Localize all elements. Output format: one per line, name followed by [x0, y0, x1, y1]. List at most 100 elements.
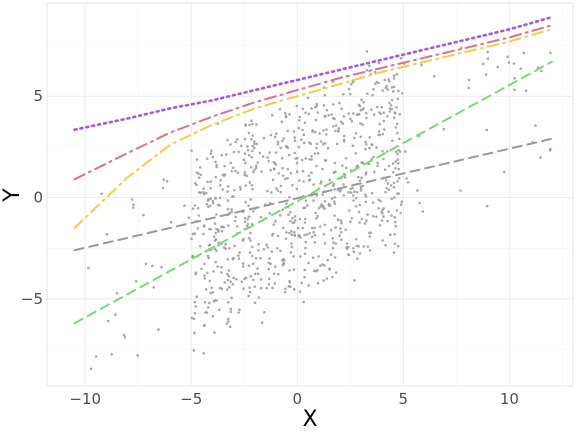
scatter-point	[327, 203, 331, 207]
scatter-point	[368, 64, 371, 68]
scatter-point	[288, 269, 291, 272]
scatter-point	[352, 199, 355, 202]
scatter-point	[251, 122, 254, 126]
scatter-point	[246, 217, 249, 221]
scatter-point	[396, 152, 399, 156]
scatter-point	[328, 267, 331, 271]
scatter-point	[220, 265, 223, 269]
x-tick-label: −5	[180, 390, 202, 408]
scatter-point	[257, 249, 260, 252]
scatter-point	[292, 268, 296, 271]
scatter-point	[244, 161, 247, 164]
scatter-point	[213, 331, 216, 334]
scatter-point	[225, 322, 229, 326]
scatter-point	[213, 239, 217, 242]
scatter-point	[321, 193, 325, 196]
scatter-point	[304, 199, 308, 203]
scatter-point	[362, 107, 365, 110]
scatter-point	[459, 189, 462, 192]
scatter-point	[244, 123, 247, 126]
scatter-point	[388, 101, 391, 105]
scatter-point	[467, 78, 471, 82]
scatter-point	[303, 275, 306, 279]
scatter-point	[366, 245, 370, 248]
scatter-point	[208, 204, 212, 208]
scatter-point	[386, 150, 389, 153]
scatter-point	[392, 171, 395, 174]
scatter-point	[394, 224, 398, 228]
scatter-point	[313, 130, 317, 134]
scatter-point	[169, 220, 173, 224]
scatter-point	[161, 186, 165, 190]
scatter-point	[383, 168, 387, 171]
scatter-point	[308, 231, 311, 235]
scatter-point	[360, 176, 363, 180]
scatter-point	[253, 142, 256, 145]
scatter-point	[323, 142, 327, 145]
scatter-point	[253, 272, 257, 276]
scatter-point	[397, 177, 401, 180]
scatter-point	[358, 179, 362, 182]
scatter-point	[214, 175, 218, 179]
scatter-point	[331, 103, 335, 106]
scatter-point	[291, 183, 294, 187]
y-tick-label: 0	[33, 189, 43, 207]
scatter-point	[362, 100, 365, 104]
scatter-point	[208, 227, 211, 231]
scatter-point	[394, 150, 398, 154]
scatter-point	[323, 93, 327, 97]
scatter-point	[250, 119, 253, 122]
scatter-point	[392, 77, 396, 80]
scatter-point	[200, 267, 203, 271]
scatter-point	[331, 275, 334, 279]
scatter-point	[142, 213, 145, 217]
scatter-point	[274, 219, 277, 223]
scatter-point	[242, 237, 245, 241]
scatter-point	[285, 231, 288, 234]
scatter-point	[245, 174, 248, 178]
scatter-point	[381, 89, 385, 92]
y-axis-ticks: −5 0 5	[21, 87, 43, 308]
scatter-point	[246, 148, 250, 152]
scatter-point	[310, 171, 313, 174]
scatter-point	[293, 219, 297, 222]
scatter-point	[332, 125, 335, 128]
scatter-point	[134, 280, 138, 283]
scatter-point	[202, 232, 205, 236]
scatter-point	[324, 114, 327, 118]
scatter-point	[396, 131, 399, 135]
series-line-2	[73, 60, 553, 325]
scatter-point	[297, 119, 301, 122]
scatter-point	[219, 179, 222, 182]
scatter-point	[317, 255, 320, 258]
scatter-point	[376, 161, 380, 165]
scatter-point	[354, 132, 358, 135]
scatter-point	[348, 92, 352, 96]
scatter-point	[165, 179, 169, 183]
scatter-point	[316, 152, 320, 155]
scatter-point	[312, 230, 315, 234]
scatter-point	[248, 123, 251, 127]
scatter-point	[502, 170, 506, 174]
scatter-point	[396, 158, 400, 161]
scatter-point	[339, 230, 343, 234]
scatter-point	[392, 116, 396, 119]
scatter-point	[389, 184, 393, 187]
scatter-point	[247, 294, 250, 298]
scatter-point	[207, 198, 210, 201]
scatter-point	[371, 201, 375, 204]
scatter-point	[386, 88, 390, 91]
scatter-point	[253, 285, 257, 288]
scatter-point	[279, 249, 282, 253]
scatter-point	[382, 119, 386, 123]
scatter-point	[259, 278, 263, 281]
scatter-point	[209, 291, 212, 295]
scatter-point	[397, 162, 400, 165]
scatter-point	[230, 210, 233, 214]
scatter-point	[281, 139, 284, 143]
scatter-point	[256, 272, 260, 276]
scatter-point	[333, 117, 336, 121]
scatter-point	[357, 103, 361, 107]
scatter-point	[371, 93, 374, 97]
scatter-point	[231, 195, 234, 198]
